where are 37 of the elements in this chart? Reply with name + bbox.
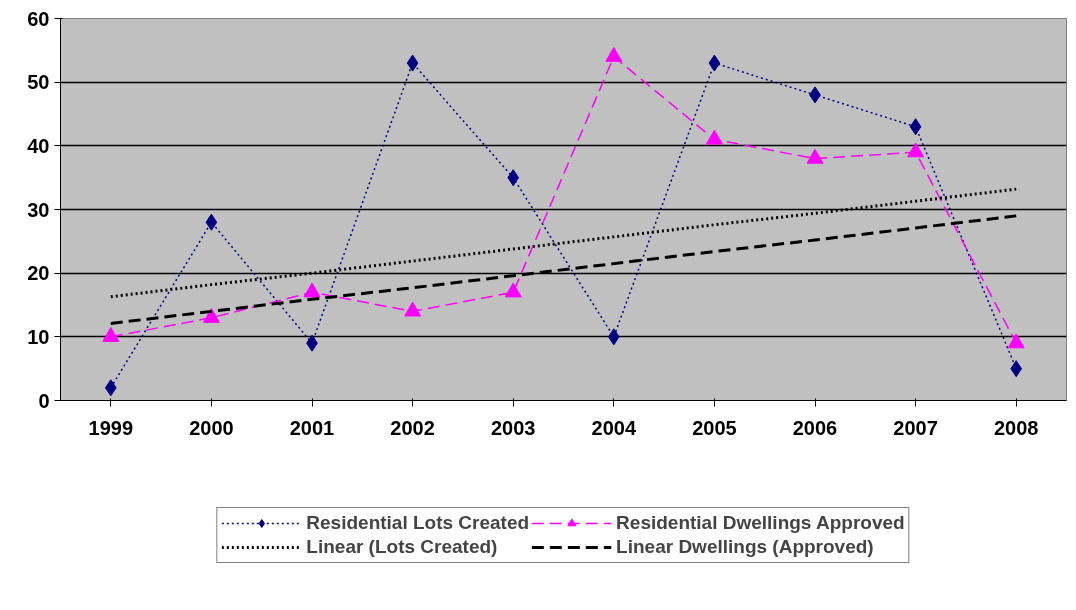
- point: [202, 308, 220, 323]
- legend-label: Linear Dwellings (Approved): [616, 536, 874, 558]
- y-tick-label: 30: [27, 198, 50, 221]
- x-tick-label: 2007: [893, 416, 938, 439]
- y-tick-label: 20: [27, 262, 50, 285]
- point: [507, 169, 520, 187]
- line-series: [109, 214, 1018, 325]
- point: [705, 129, 723, 145]
- y-tick-label: 0: [38, 389, 50, 412]
- legend-label: Residential Dwellings Approved: [616, 512, 905, 534]
- x-tick-label: 2000: [189, 416, 234, 439]
- point: [806, 148, 824, 164]
- x-tick-label: 2005: [692, 416, 737, 439]
- point: [1007, 333, 1025, 349]
- y-tick-label: 40: [27, 134, 50, 157]
- x-tick-label: 2003: [490, 416, 536, 439]
- y-tick-label: 10: [27, 325, 50, 348]
- y-tick-label: 60: [27, 7, 50, 30]
- point: [404, 301, 422, 317]
- point: [909, 118, 922, 136]
- x-tick-label: 2006: [792, 416, 838, 439]
- legend-label: Residential Lots Created: [306, 512, 530, 534]
- point: [303, 282, 321, 298]
- legend-label: Linear (Lots Created): [306, 536, 498, 558]
- y-tick-label: 50: [27, 71, 50, 94]
- x-tick-label: 2004: [591, 416, 637, 439]
- x-tick-label: 2002: [390, 416, 435, 439]
- x-tick-label: 2001: [289, 416, 335, 439]
- point: [907, 142, 925, 158]
- x-tick-label: 1999: [88, 416, 134, 439]
- point: [205, 213, 218, 231]
- point: [406, 54, 419, 72]
- point: [102, 327, 120, 342]
- line-series: [109, 187, 1018, 299]
- point: [504, 282, 522, 298]
- point: [708, 54, 721, 72]
- x-tick-label: 2008: [993, 416, 1039, 439]
